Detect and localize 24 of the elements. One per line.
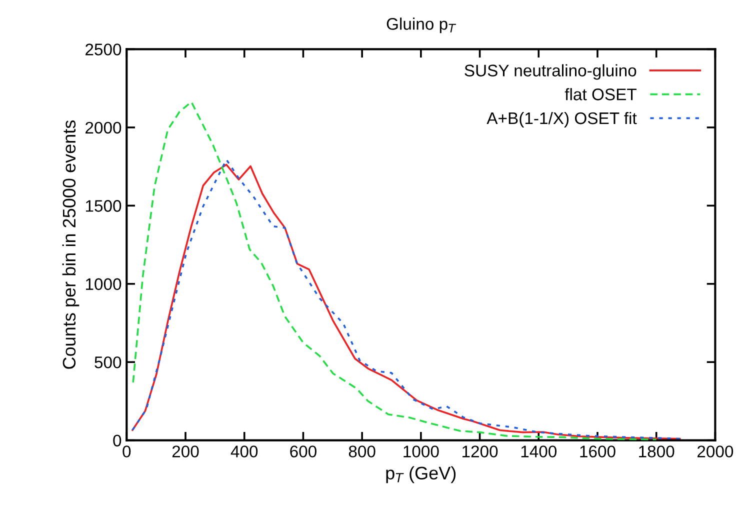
y-tick-label: 2500: [86, 44, 122, 56]
chart-title: Gluino p$_{T}$: [386, 18, 456, 34]
legend-label: SUSY neutralino-gluino: [464, 64, 636, 80]
y-axis-title: Counts per bin in 25000 events: [62, 120, 80, 369]
legend-label: flat OSET: [564, 88, 636, 100]
y-tick-label: 1000: [86, 278, 122, 290]
legend-label: A+B(1-1/X) OSET fit: [486, 112, 637, 128]
x-tick-label: 200: [172, 446, 199, 458]
y-tick-label: 0: [113, 434, 122, 447]
y-tick-label: 500: [94, 356, 122, 368]
x-tick-label: 400: [230, 446, 258, 458]
x-tick-label: 0: [122, 446, 131, 458]
x-axis-title: p$_{T}$ (GeV): [386, 466, 456, 484]
line-series: [132, 101, 658, 440]
x-tick-label: 600: [290, 446, 316, 458]
y-tick-label: 1500: [86, 200, 122, 212]
x-tick-label: 1400: [521, 446, 557, 458]
x-tick-label: 1600: [580, 446, 616, 458]
x-tick-label: 1200: [462, 446, 498, 458]
x-tick-label: 1000: [404, 446, 439, 458]
x-tick-label: 1800: [639, 446, 674, 458]
x-tick-label: 2000: [698, 446, 734, 458]
y-tick-label: 2000: [86, 122, 122, 134]
x-tick-label: 800: [348, 446, 376, 458]
